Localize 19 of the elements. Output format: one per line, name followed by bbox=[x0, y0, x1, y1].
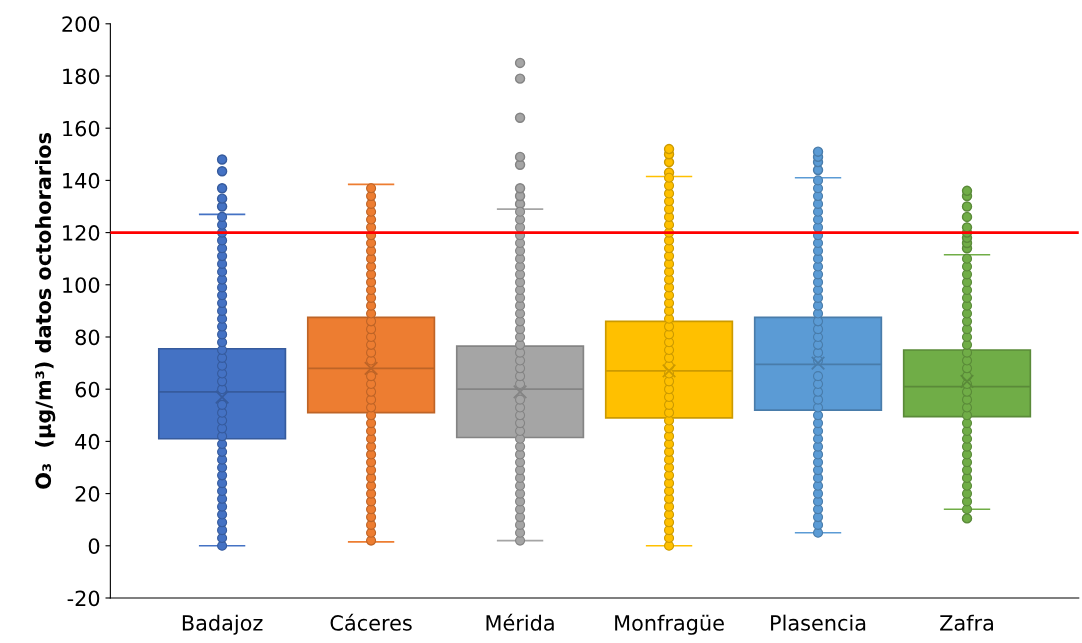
y-tick-label: 20 bbox=[75, 486, 100, 502]
y-tick-label: 100 bbox=[63, 277, 100, 293]
y-axis-title: O₃ (μg/m³) datos octohorarios bbox=[35, 133, 56, 489]
y-tick-label: 40 bbox=[75, 433, 100, 450]
x-tick-label: Zafra bbox=[940, 614, 993, 631]
y-tick-label: 140 bbox=[63, 172, 100, 189]
x-tick-label: Cáceres bbox=[330, 613, 412, 631]
y-tick-label: 160 bbox=[63, 120, 100, 137]
y-tick-label: 60 bbox=[75, 381, 100, 398]
y-tick-label: 180 bbox=[63, 68, 100, 85]
y-tick-label: 0 bbox=[88, 538, 100, 554]
y-tick-label: 80 bbox=[75, 329, 100, 346]
x-tick-label: Badajoz bbox=[182, 614, 263, 635]
y-tick-label: -20 bbox=[67, 590, 100, 607]
x-tick-label: Mérida bbox=[486, 613, 554, 631]
y-tick-label: 120 bbox=[63, 225, 100, 241]
y-tick-label: 200 bbox=[62, 16, 100, 32]
x-tick-label: Plasencia bbox=[771, 614, 866, 631]
x-tick-label: Monfragüe bbox=[615, 614, 724, 635]
